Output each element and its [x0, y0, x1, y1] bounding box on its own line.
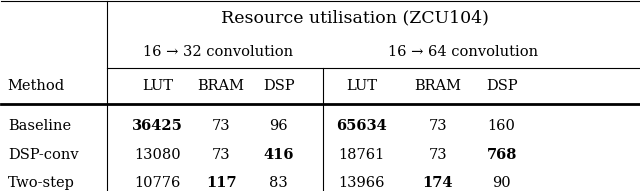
Text: 73: 73 [212, 147, 230, 162]
Text: LUT: LUT [346, 79, 377, 93]
Text: 117: 117 [206, 176, 237, 190]
Text: 96: 96 [269, 119, 288, 134]
Text: 174: 174 [422, 176, 453, 190]
Text: 90: 90 [492, 176, 511, 190]
Text: 416: 416 [263, 147, 294, 162]
Text: 65634: 65634 [336, 119, 387, 134]
Text: 10776: 10776 [134, 176, 180, 190]
Text: 13080: 13080 [134, 147, 181, 162]
Text: 73: 73 [429, 147, 447, 162]
Text: 160: 160 [488, 119, 516, 134]
Text: Two-step: Two-step [8, 176, 75, 190]
Text: Resource utilisation (ZCU104): Resource utilisation (ZCU104) [221, 9, 489, 26]
Text: 16 → 64 convolution: 16 → 64 convolution [388, 45, 538, 59]
Text: LUT: LUT [142, 79, 173, 93]
Text: DSP: DSP [263, 79, 294, 93]
Text: 13966: 13966 [338, 176, 385, 190]
Text: BRAM: BRAM [198, 79, 244, 93]
Text: Method: Method [8, 79, 65, 93]
Text: 73: 73 [429, 119, 447, 134]
Text: DSP: DSP [486, 79, 517, 93]
Text: 73: 73 [212, 119, 230, 134]
Text: Baseline: Baseline [8, 119, 71, 134]
Text: 83: 83 [269, 176, 288, 190]
Text: 36425: 36425 [132, 119, 183, 134]
Text: 18761: 18761 [339, 147, 385, 162]
Text: DSP-conv: DSP-conv [8, 147, 78, 162]
Text: 768: 768 [486, 147, 516, 162]
Text: BRAM: BRAM [414, 79, 461, 93]
Text: 16 → 32 convolution: 16 → 32 convolution [143, 45, 293, 59]
